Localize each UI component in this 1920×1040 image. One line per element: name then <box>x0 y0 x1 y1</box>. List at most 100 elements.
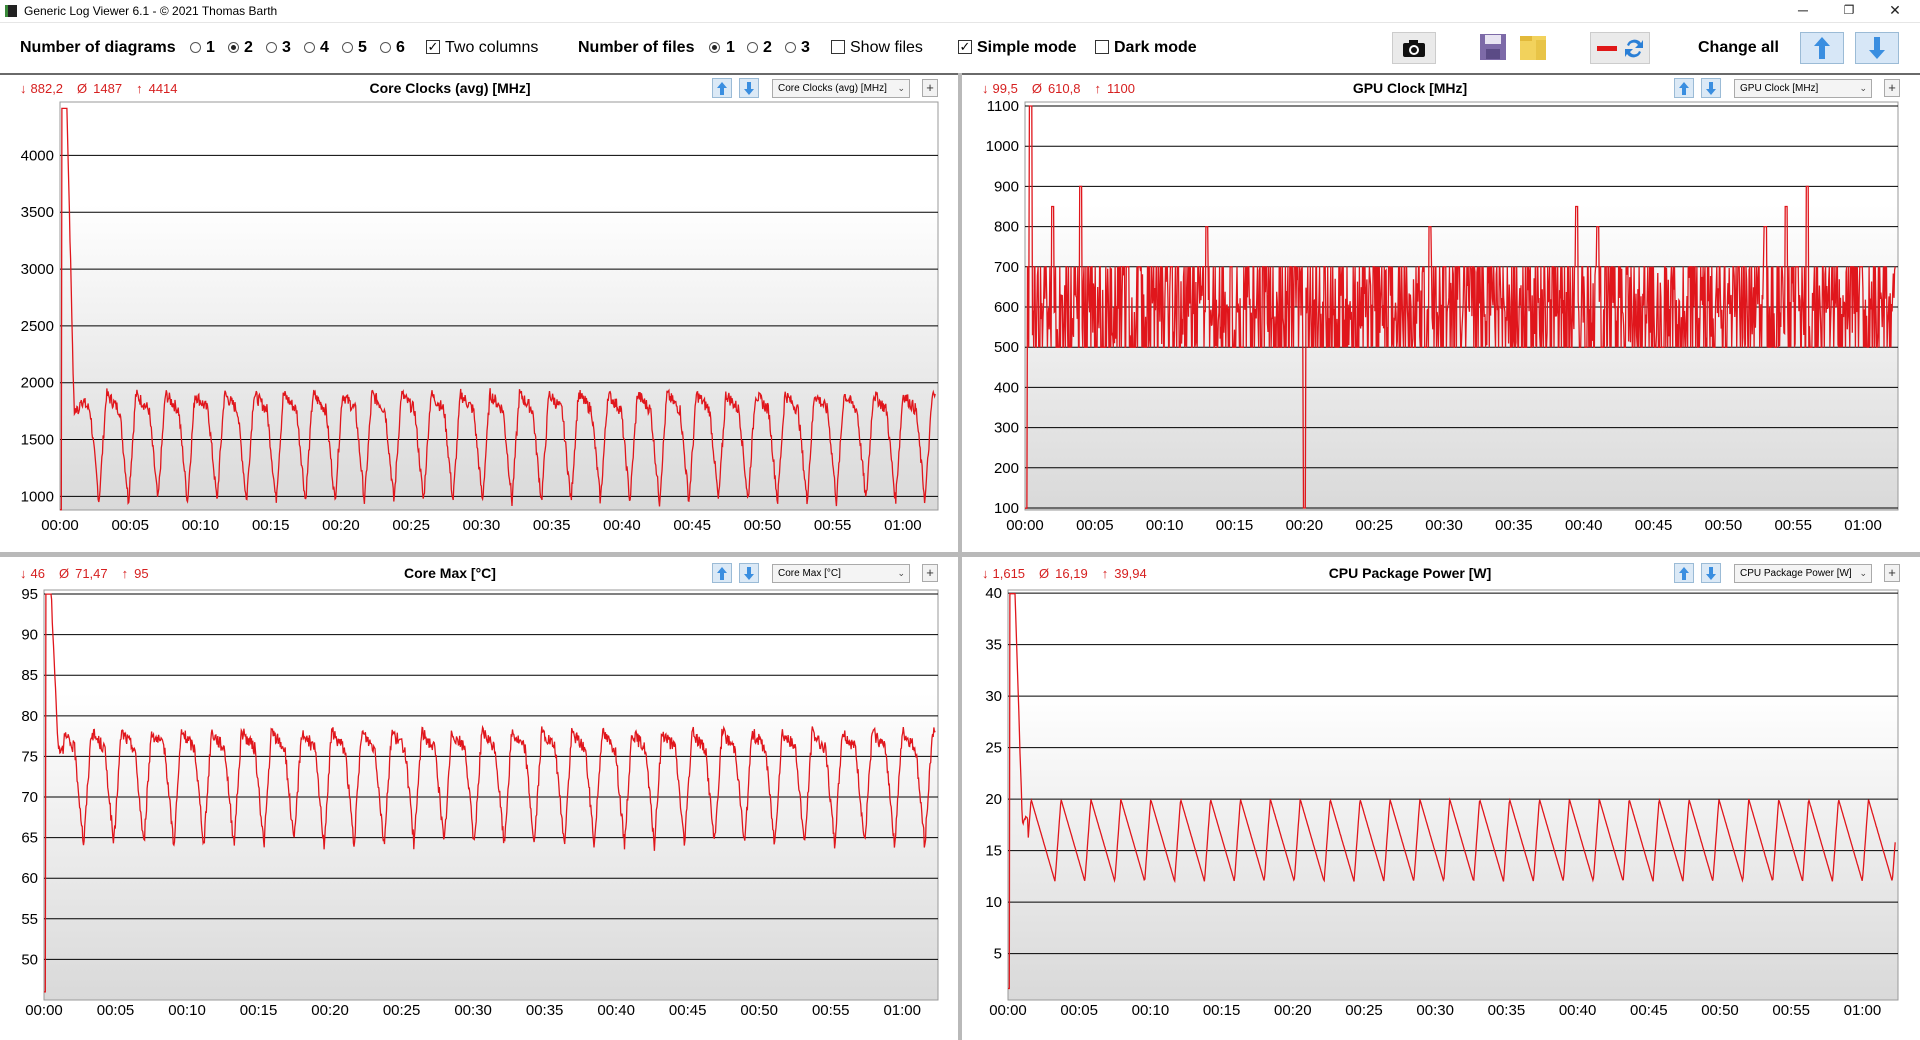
two-columns-checkbox[interactable]: ✓ <box>426 39 440 54</box>
arrow-down-icon <box>744 567 754 580</box>
channel-selector[interactable]: Core Max [°C] ⌄ <box>772 564 910 583</box>
title-bar: Generic Log Viewer 6.1 - © 2021 Thomas B… <box>0 0 1920 23</box>
series-line <box>1025 105 1896 509</box>
move-up-button[interactable] <box>1674 563 1694 583</box>
move-down-button[interactable] <box>739 78 759 98</box>
x-tick-label: 00:55 <box>812 1002 850 1019</box>
x-tick-label: 01:00 <box>884 517 922 534</box>
add-channel-button[interactable]: + <box>922 564 938 582</box>
files-radio-3-label: 3 <box>801 39 810 56</box>
x-tick-label: 00:30 <box>454 1002 492 1019</box>
show-files-label: Show files <box>850 39 923 56</box>
diagrams-radio-6[interactable] <box>380 42 391 53</box>
chevron-down-icon: ⌄ <box>1859 83 1867 93</box>
x-tick-label: 00:10 <box>168 1002 206 1019</box>
dark-mode-checkbox[interactable] <box>1095 40 1109 54</box>
y-tick-label: 80 <box>21 708 38 725</box>
stat-avg: 16,19 <box>1055 566 1088 581</box>
y-tick-label: 3500 <box>21 204 54 221</box>
move-up-button[interactable] <box>712 78 732 98</box>
number-of-files-label: Number of files <box>578 39 695 56</box>
stats-readout: ↓ 46 Ø 71,47 ↑ 95 <box>20 566 149 581</box>
plot-area <box>1007 589 1899 1001</box>
x-tick-label: 00:05 <box>97 1002 135 1019</box>
simple-mode-checkbox[interactable]: ✓ <box>958 39 972 54</box>
panel-title: Core Clocks (avg) [MHz] <box>369 80 531 96</box>
add-channel-button[interactable]: + <box>922 79 938 97</box>
add-channel-button[interactable]: + <box>1884 564 1900 582</box>
channel-selector[interactable]: CPU Package Power [W] ⌄ <box>1734 564 1872 583</box>
y-tick-label: 35 <box>985 637 1002 654</box>
min-arrow-icon: ↓ <box>982 566 989 581</box>
move-all-down-button[interactable] <box>1855 32 1899 64</box>
series-line <box>60 107 936 511</box>
x-tick-label: 00:10 <box>182 517 220 534</box>
move-all-up-button[interactable] <box>1800 32 1844 64</box>
save-button[interactable] <box>1478 32 1508 64</box>
files-radio-2[interactable] <box>747 42 758 53</box>
arrow-up-icon <box>717 567 727 580</box>
stat-max: 39,94 <box>1114 566 1147 581</box>
x-tick-label: 01:00 <box>1844 517 1882 534</box>
files-radio-3[interactable] <box>785 42 796 53</box>
maximize-button[interactable]: ❐ <box>1843 3 1855 17</box>
y-tick-label: 95 <box>21 586 38 603</box>
number-of-diagrams-label: Number of diagrams <box>20 39 176 56</box>
screenshot-button[interactable] <box>1392 32 1436 64</box>
move-down-button[interactable] <box>1701 78 1721 98</box>
diagrams-radio-5[interactable] <box>342 42 353 53</box>
average-icon: Ø <box>58 566 70 581</box>
max-arrow-icon: ↑ <box>121 566 129 581</box>
stat-max: 4414 <box>148 81 178 96</box>
panel-title: Core Max [°C] <box>404 565 496 581</box>
x-tick-label: 00:40 <box>1565 517 1603 534</box>
add-channel-button[interactable]: + <box>1884 79 1900 97</box>
stats-readout: ↓ 99,5 Ø 610,8 ↑ 1100 <box>982 81 1135 96</box>
plot-area <box>43 589 939 1001</box>
stat-min: 882,2 <box>30 81 64 96</box>
stats-readout: ↓ 882,2 Ø 1487 ↑ 4414 <box>20 81 178 96</box>
y-tick-label: 75 <box>21 748 38 765</box>
y-tick-label: 100 <box>994 500 1019 517</box>
move-up-button[interactable] <box>1674 78 1694 98</box>
minimize-button[interactable]: ─ <box>1798 2 1808 18</box>
stat-min: 46 <box>30 566 45 581</box>
y-tick-label: 900 <box>994 178 1019 195</box>
x-tick-label: 00:40 <box>597 1002 635 1019</box>
files-radio-1[interactable] <box>709 42 720 53</box>
x-tick-label: 00:20 <box>311 1002 349 1019</box>
x-tick-label: 00:45 <box>673 517 711 534</box>
x-tick-label: 01:00 <box>1844 1002 1882 1019</box>
min-arrow-icon: ↓ <box>20 566 27 581</box>
x-tick-label: 00:55 <box>1774 517 1812 534</box>
move-down-button[interactable] <box>1701 563 1721 583</box>
y-tick-label: 25 <box>985 740 1002 757</box>
diagrams-radio-1[interactable] <box>190 42 201 53</box>
stat-avg: 1487 <box>93 81 123 96</box>
stat-min: 1,615 <box>992 566 1026 581</box>
plot-area <box>59 101 939 511</box>
diagrams-radio-3[interactable] <box>266 42 277 53</box>
open-folder-button[interactable] <box>1518 32 1548 64</box>
diagrams-radio-4-label: 4 <box>320 39 329 56</box>
x-tick-label: 00:25 <box>1355 517 1393 534</box>
channel-selector[interactable]: Core Clocks (avg) [MHz] ⌄ <box>772 79 910 98</box>
y-tick-label: 85 <box>21 667 38 684</box>
move-down-button[interactable] <box>739 563 759 583</box>
average-icon: Ø <box>1039 566 1050 581</box>
x-tick-label: 00:05 <box>1076 517 1114 534</box>
channel-selector[interactable]: GPU Clock [MHz] ⌄ <box>1734 79 1872 98</box>
plot-area <box>1024 101 1899 511</box>
x-tick-label: 00:20 <box>1274 1002 1312 1019</box>
diagrams-radio-4[interactable] <box>304 42 315 53</box>
x-tick-label: 00:35 <box>1495 517 1533 534</box>
x-tick-label: 00:15 <box>1216 517 1254 534</box>
diagrams-radio-2-label: 2 <box>244 39 253 56</box>
y-tick-label: 600 <box>994 299 1019 316</box>
diagrams-radio-2[interactable] <box>228 42 239 53</box>
panel-title: GPU Clock [MHz] <box>1352 80 1468 96</box>
move-up-button[interactable] <box>712 563 732 583</box>
show-files-checkbox[interactable] <box>831 40 845 54</box>
close-button[interactable]: ✕ <box>1889 2 1901 18</box>
remove-sync-button[interactable] <box>1590 32 1650 64</box>
